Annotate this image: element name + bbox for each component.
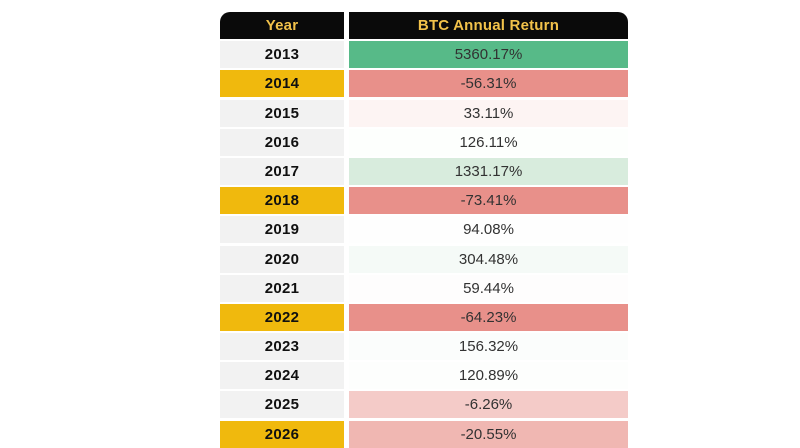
year-cell: 2024 xyxy=(220,362,344,390)
year-cell: 2013 xyxy=(220,41,344,69)
return-cell: 120.89% xyxy=(349,362,628,390)
return-cell: -56.31% xyxy=(349,70,628,98)
year-cell: 2023 xyxy=(220,333,344,361)
return-cell: 1331.17% xyxy=(349,157,628,185)
year-cell: 2018 xyxy=(220,187,344,215)
year-cell: 2016 xyxy=(220,128,344,156)
return-cell: 59.44% xyxy=(349,274,628,302)
year-cell: 2022 xyxy=(220,303,344,331)
year-cell: 2014 xyxy=(220,70,344,98)
year-cell: 2026 xyxy=(220,420,344,448)
return-cell: -64.23% xyxy=(349,303,628,331)
return-cell: -73.41% xyxy=(349,187,628,215)
return-cell: 33.11% xyxy=(349,99,628,127)
return-cell: -20.55% xyxy=(349,420,628,448)
return-cell: -6.26% xyxy=(349,391,628,419)
column-header-btc-annual-return: BTC Annual Return xyxy=(349,12,628,39)
year-cell: 2015 xyxy=(220,99,344,127)
year-cell: 2020 xyxy=(220,245,344,273)
return-cell: 156.32% xyxy=(349,333,628,361)
return-cell: 126.11% xyxy=(349,128,628,156)
return-cell: 304.48% xyxy=(349,245,628,273)
return-cell: 94.08% xyxy=(349,216,628,244)
year-cell: 2021 xyxy=(220,274,344,302)
column-header-year: Year xyxy=(220,12,344,39)
year-cell: 2017 xyxy=(220,157,344,185)
return-cell: 5360.17% xyxy=(349,41,628,69)
btc-annual-return-table: Year BTC Annual Return 2013 5360.17% 2014-… xyxy=(220,12,628,448)
year-cell: 2025 xyxy=(220,391,344,419)
year-cell: 2019 xyxy=(220,216,344,244)
